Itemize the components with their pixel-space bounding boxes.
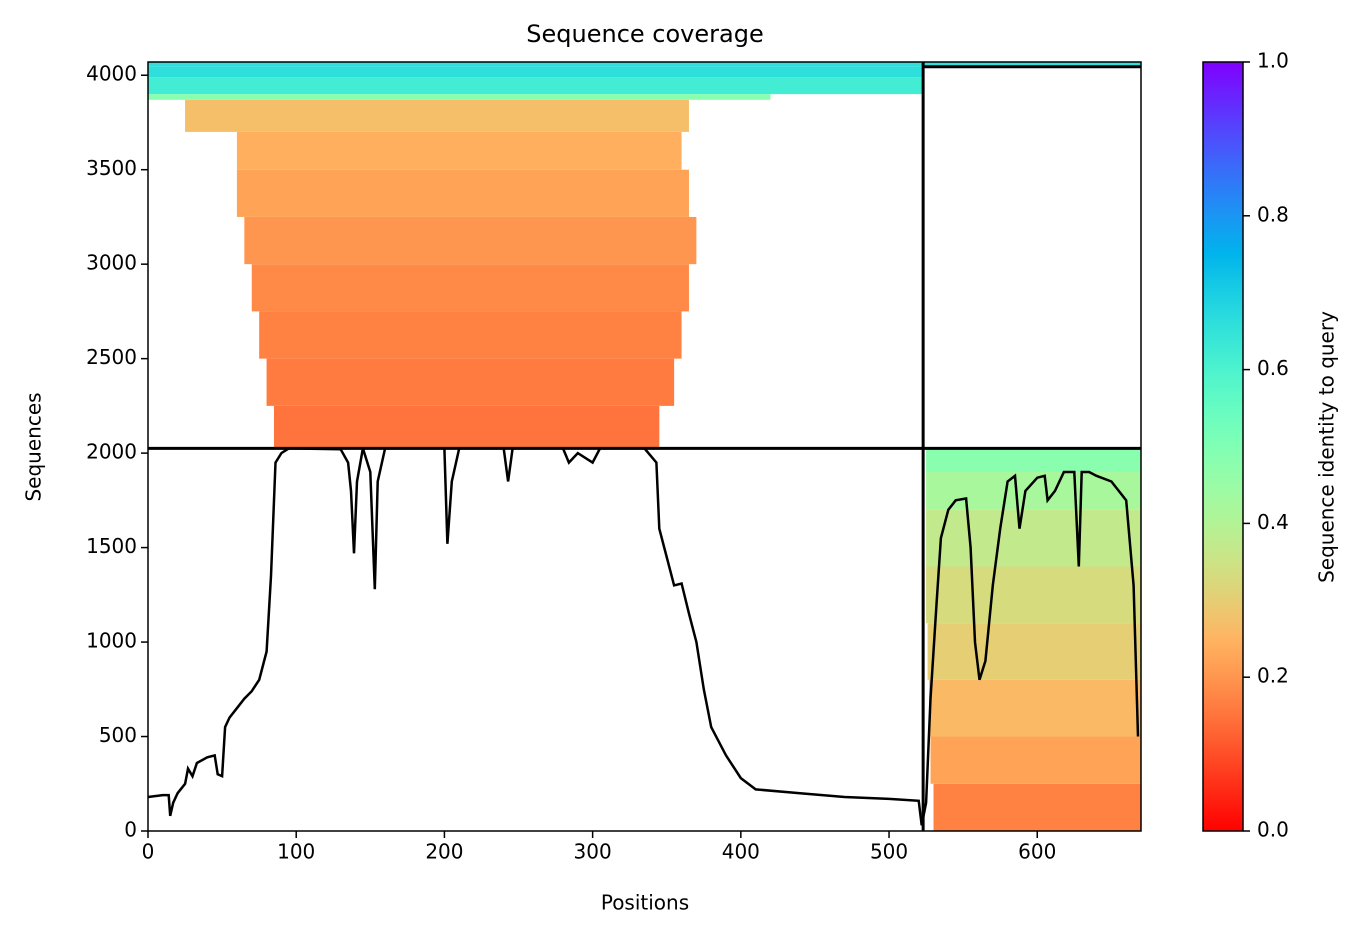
y-axis-label: Sequences bbox=[22, 392, 46, 501]
y-tick-label: 0 bbox=[124, 818, 137, 842]
coverage-block bbox=[926, 566, 1141, 624]
coverage-block bbox=[273, 405, 660, 449]
coverage-block bbox=[927, 623, 1141, 680]
coverage-block bbox=[266, 358, 675, 406]
y-tick-label: 500 bbox=[99, 723, 137, 747]
x-tick-label: 0 bbox=[142, 840, 155, 864]
x-tick-label: 200 bbox=[425, 840, 463, 864]
colorbar bbox=[1202, 61, 1244, 832]
coverage-block bbox=[244, 216, 697, 265]
colorbar-tick-label: 0.4 bbox=[1257, 510, 1289, 534]
coverage-block bbox=[148, 66, 924, 78]
y-tick-label: 3500 bbox=[86, 156, 137, 180]
coverage-block bbox=[926, 448, 1141, 473]
coverage-block bbox=[236, 131, 682, 170]
coverage-block bbox=[236, 169, 689, 217]
x-tick-label: 500 bbox=[870, 840, 908, 864]
coverage-block bbox=[926, 509, 1141, 567]
colorbar-label: Sequence identity to query bbox=[1315, 311, 1339, 583]
x-axis-label: Positions bbox=[601, 891, 689, 915]
chart-title: Sequence coverage bbox=[526, 20, 763, 48]
colorbar-tick-label: 1.0 bbox=[1257, 49, 1289, 73]
coverage-block bbox=[933, 783, 1141, 831]
coverage-block bbox=[929, 679, 1141, 737]
x-tick-label: 400 bbox=[722, 840, 760, 864]
coverage-block bbox=[148, 94, 771, 100]
y-tick-label: 4000 bbox=[86, 62, 137, 86]
coverage-block bbox=[259, 311, 682, 359]
coverage-block bbox=[148, 62, 1141, 67]
coverage-block bbox=[926, 472, 1141, 510]
coverage-block bbox=[185, 99, 689, 132]
coverage-block bbox=[251, 264, 689, 312]
y-tick-label: 1000 bbox=[86, 629, 137, 653]
x-tick-label: 100 bbox=[277, 840, 315, 864]
y-tick-label: 1500 bbox=[86, 534, 137, 558]
y-tick-label: 2000 bbox=[86, 440, 137, 464]
x-tick-label: 300 bbox=[574, 840, 612, 864]
y-tick-label: 2500 bbox=[86, 345, 137, 369]
colorbar-tick-label: 0.2 bbox=[1257, 664, 1289, 688]
colorbar-tick-label: 0.0 bbox=[1257, 818, 1289, 842]
colorbar-tick-label: 0.8 bbox=[1257, 202, 1289, 226]
coverage-line bbox=[147, 447, 1140, 826]
plot-frame bbox=[147, 61, 1142, 832]
coverage-block bbox=[930, 736, 1141, 784]
coverage-block bbox=[148, 77, 924, 95]
y-tick-label: 3000 bbox=[86, 251, 137, 275]
x-tick-label: 600 bbox=[1018, 840, 1056, 864]
colorbar-tick-label: 0.6 bbox=[1257, 356, 1289, 380]
